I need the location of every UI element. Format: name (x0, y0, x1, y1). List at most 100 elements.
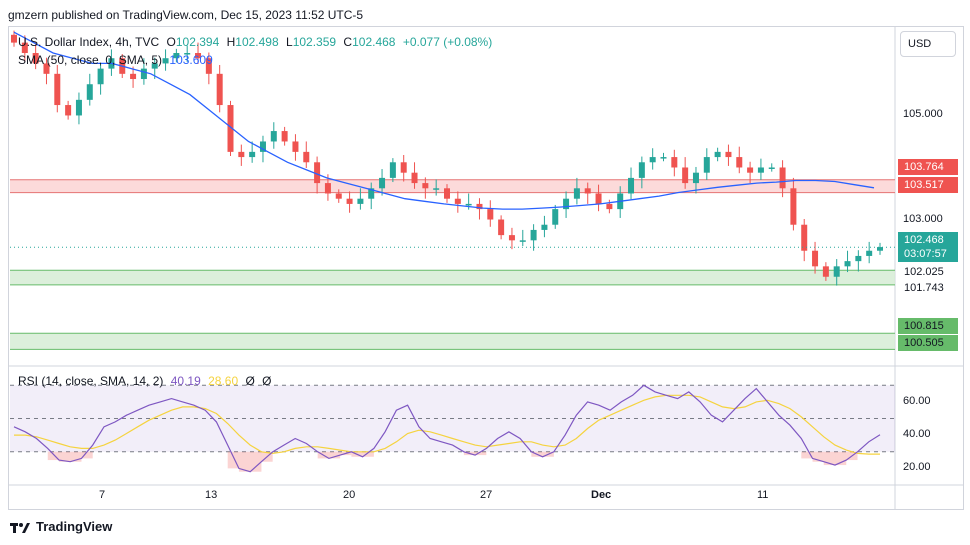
candle-body (11, 34, 17, 43)
candle-body (259, 141, 266, 152)
candle-body (86, 84, 93, 100)
rsi-oversold-fill (47, 451, 59, 461)
price-axis-label: 103.000 (903, 212, 943, 225)
price-tag-teal: 102.468 (898, 232, 958, 248)
candle-body (682, 167, 689, 184)
rsi-oversold-fill (70, 451, 82, 462)
candle-body (541, 224, 548, 230)
candle-body (184, 53, 191, 55)
candle-body (660, 157, 667, 159)
candle-body (400, 162, 407, 173)
symbol-label[interactable]: U.S. Dollar Index, 4h, TVC (18, 35, 160, 49)
price-axis-label: 105.000 (903, 108, 943, 121)
rsi-oversold-fill (328, 451, 341, 459)
rsi-sma-value: 28.60 (208, 374, 239, 388)
time-axis-label: 27 (480, 489, 493, 501)
rsi-oversold-fill (475, 451, 487, 456)
price-legend[interactable]: U.S. Dollar Index, 4h, TVC O102.394 H102… (18, 35, 496, 49)
candle-body (573, 188, 580, 199)
candle-body (130, 73, 137, 80)
candle-body (379, 177, 386, 189)
rsi-oversold-fill (238, 451, 251, 472)
candle-body (877, 247, 883, 251)
tradingview-brand: TradingView (36, 519, 113, 534)
price-tag-teal: 03:07:57 (898, 246, 958, 262)
time-axis-label: Dec (591, 489, 612, 501)
candle-body (757, 167, 764, 173)
candle-body (812, 250, 819, 267)
price-tag-white: 101.743 (898, 280, 958, 296)
candle-body (714, 151, 721, 158)
candle-body (368, 188, 375, 199)
candle-body (173, 53, 180, 59)
zone-support-2 (10, 333, 895, 350)
candle-body (844, 261, 851, 267)
candle-body (736, 157, 743, 168)
rsi-label[interactable]: RSI (14, close, SMA, 14, 2) (18, 374, 164, 388)
candle-body (303, 151, 310, 163)
sma-label[interactable]: SMA (50, close, 0, SMA, 5) (18, 53, 163, 67)
candle-body (606, 203, 613, 210)
rsi-axis-label: 20.00 (903, 461, 931, 474)
time-axis-label: 13 (205, 489, 218, 501)
candle-body (411, 172, 418, 184)
candle-body (465, 203, 472, 206)
candle-body (801, 224, 808, 251)
rsi-oversold-fill (801, 451, 813, 459)
sma-legend[interactable]: SMA (50, close, 0, SMA, 5) 103.609 (18, 53, 217, 67)
zone-resistance-0 (10, 179, 895, 193)
candle-body (238, 151, 245, 158)
sma-value: 103.609 (169, 53, 213, 67)
candle-body (205, 58, 212, 74)
candle-body (140, 68, 147, 80)
candle-body (292, 141, 299, 152)
candle-body (151, 63, 158, 69)
candle-body (628, 177, 635, 194)
chart-frame (8, 26, 964, 510)
rsi-legend[interactable]: RSI (14, close, SMA, 14, 2) 40.19 28.60 … (18, 374, 276, 388)
candle-body (249, 151, 256, 158)
candle-body (314, 162, 321, 184)
candle-body (195, 53, 202, 59)
candle-body (725, 151, 732, 158)
time-axis-label: 11 (757, 489, 769, 501)
time-axis-label: 20 (343, 489, 356, 501)
candle-body (779, 167, 786, 189)
ohlc-low: L102.359 (286, 35, 337, 49)
candle-body (346, 198, 353, 204)
candle-body (454, 198, 461, 204)
candle-body (227, 105, 234, 152)
candle-body (866, 250, 873, 256)
ohlc-high: H102.498 (226, 35, 279, 49)
candle-body (530, 229, 537, 241)
candle-body (162, 58, 169, 64)
rsi-axis-label: 60.00 (903, 394, 931, 407)
candle-body (638, 162, 645, 178)
candle-body (747, 167, 754, 173)
rsi-oversold-fill (250, 451, 262, 472)
rsi-oversold-fill (823, 451, 836, 466)
zone-support-1 (10, 270, 895, 285)
candle-body (476, 203, 483, 210)
candle-body (671, 157, 678, 168)
price-tag-red: 103.517 (898, 177, 958, 193)
rsi-oversold-fill (362, 451, 374, 457)
price-tag-green: 100.815 (898, 318, 958, 334)
rsi-oversold-fill (835, 451, 847, 466)
candle-body (54, 73, 61, 106)
candle-body (692, 172, 699, 184)
tradingview-logo-icon (10, 522, 30, 533)
candle-body (21, 42, 28, 54)
rsi-axis-label: 40.00 (903, 428, 931, 441)
candle-body (833, 266, 840, 277)
tradingview-footer[interactable]: TradingView (10, 519, 112, 534)
currency-button[interactable]: USD (900, 31, 956, 57)
rsi-oversold-fill (227, 451, 239, 469)
candle-body (270, 131, 277, 142)
candle-body (43, 63, 50, 74)
price-tag-red: 103.764 (898, 159, 958, 175)
publisher-header: gmzern published on TradingView.com, Dec… (8, 8, 364, 22)
candle-body (855, 255, 862, 262)
candle-body (444, 188, 450, 199)
